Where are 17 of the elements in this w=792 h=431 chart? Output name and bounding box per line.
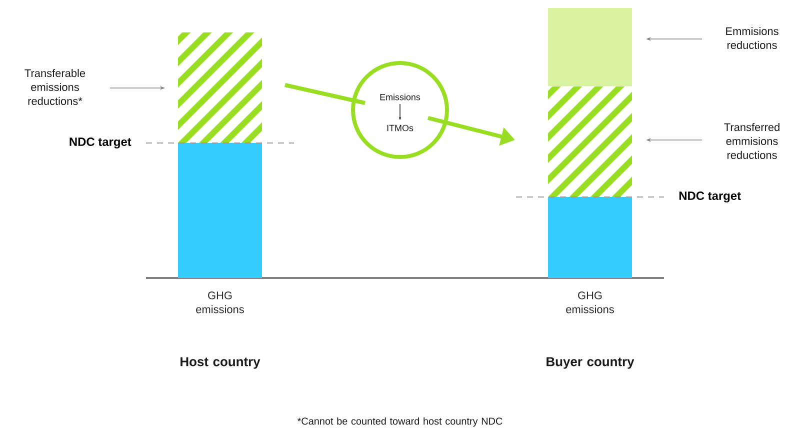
text: Transferable emissions reductions* xyxy=(24,69,86,105)
text: Emmisions reductions xyxy=(726,27,778,49)
bar xyxy=(178,142,262,278)
text: *Cannot be counted toward host country NDC xyxy=(297,417,502,427)
x-tick-label: GHG emissions xyxy=(566,292,614,314)
annotation: ITMOs xyxy=(387,124,414,132)
x-tick-label: GHG emissions xyxy=(196,292,244,314)
text: Buyer country xyxy=(546,357,634,369)
ref-line-label: NDC target xyxy=(70,138,132,148)
ref-line-label: NDC target xyxy=(679,192,741,202)
bar xyxy=(178,32,262,143)
bar xyxy=(548,8,632,86)
text: Host country xyxy=(180,357,260,369)
bar xyxy=(548,86,632,197)
text: Transferred emmisions reductions xyxy=(724,123,780,159)
bar xyxy=(548,196,632,278)
annotation: Emissions xyxy=(380,94,420,100)
